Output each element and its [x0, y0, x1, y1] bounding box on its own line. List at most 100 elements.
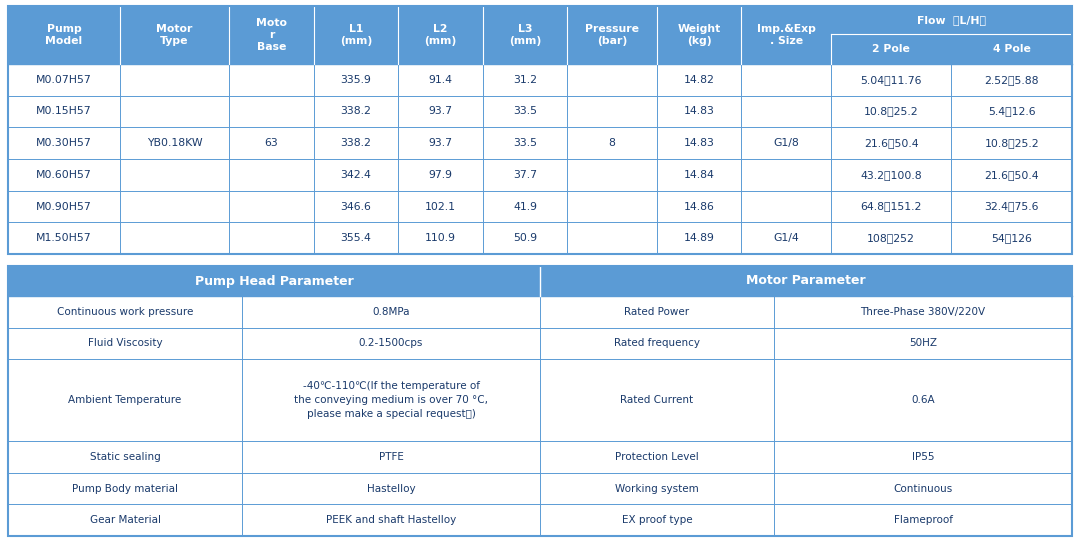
Text: M0.07H57: M0.07H57	[36, 75, 92, 85]
Text: 2 Pole: 2 Pole	[873, 44, 910, 54]
Text: 14.82: 14.82	[684, 75, 715, 85]
Text: 93.7: 93.7	[429, 138, 453, 148]
Bar	[8, 222, 1072, 254]
Text: Rated Power: Rated Power	[624, 307, 690, 317]
Text: Gear Material: Gear Material	[90, 515, 161, 525]
Text: 32.4～75.6: 32.4～75.6	[985, 201, 1039, 211]
Text: Flameproof: Flameproof	[893, 515, 953, 525]
Text: 0.8MPa: 0.8MPa	[373, 307, 409, 317]
Bar	[8, 6, 1072, 254]
Text: M0.15H57: M0.15H57	[36, 106, 92, 116]
Bar	[8, 159, 1072, 191]
Text: 2.52～5.88: 2.52～5.88	[985, 75, 1039, 85]
Bar	[8, 191, 1072, 222]
Text: Pressure
(bar): Pressure (bar)	[585, 24, 639, 46]
Bar	[8, 266, 1072, 296]
Text: YB0.18KW: YB0.18KW	[147, 138, 202, 148]
Bar	[8, 505, 1072, 536]
Text: Rated frequency: Rated frequency	[615, 339, 700, 348]
Text: 102.1: 102.1	[426, 201, 456, 211]
Text: PTFE: PTFE	[379, 452, 404, 462]
Bar	[8, 296, 1072, 328]
Text: Continuous work pressure: Continuous work pressure	[57, 307, 193, 317]
Text: M0.30H57: M0.30H57	[36, 138, 92, 148]
Text: G1/4: G1/4	[773, 233, 799, 243]
Text: Pump Body material: Pump Body material	[72, 484, 178, 494]
Text: 54～126: 54～126	[991, 233, 1032, 243]
Text: 14.83: 14.83	[684, 106, 715, 116]
Text: 50.9: 50.9	[513, 233, 537, 243]
Text: M0.60H57: M0.60H57	[36, 170, 92, 180]
Text: 108～252: 108～252	[867, 233, 915, 243]
Text: 93.7: 93.7	[429, 106, 453, 116]
Text: Fluid Viscosity: Fluid Viscosity	[87, 339, 162, 348]
Text: Motor
Type: Motor Type	[157, 24, 192, 46]
Text: PEEK and shaft Hastelloy: PEEK and shaft Hastelloy	[326, 515, 456, 525]
Text: 31.2: 31.2	[513, 75, 537, 85]
Bar	[8, 6, 1072, 64]
Text: 14.84: 14.84	[684, 170, 715, 180]
Bar	[8, 359, 1072, 441]
Text: 33.5: 33.5	[513, 138, 537, 148]
Text: Flow  （L/H）: Flow （L/H）	[917, 15, 986, 25]
Text: 21.6～50.4: 21.6～50.4	[864, 138, 918, 148]
Text: M1.50H57: M1.50H57	[36, 233, 92, 243]
Text: Pump
Model: Pump Model	[45, 24, 82, 46]
Text: Weight
(kg): Weight (kg)	[677, 24, 720, 46]
Text: Hastelloy: Hastelloy	[367, 484, 416, 494]
Text: EX proof type: EX proof type	[622, 515, 692, 525]
Text: Rated Current: Rated Current	[621, 395, 693, 405]
Text: 346.6: 346.6	[340, 201, 372, 211]
Text: 43.2～100.8: 43.2～100.8	[861, 170, 922, 180]
Text: 0.2-1500cps: 0.2-1500cps	[359, 339, 423, 348]
Text: Continuous: Continuous	[893, 484, 953, 494]
Text: L2
(mm): L2 (mm)	[424, 24, 457, 46]
Bar	[8, 96, 1072, 127]
Text: 338.2: 338.2	[340, 138, 372, 148]
Bar	[8, 441, 1072, 473]
Text: 355.4: 355.4	[340, 233, 372, 243]
Text: -40℃-110℃(If the temperature of
the conveying medium is over 70 °C,
please make : -40℃-110℃(If the temperature of the conv…	[294, 381, 488, 419]
Text: 37.7: 37.7	[513, 170, 537, 180]
Text: IP55: IP55	[912, 452, 934, 462]
Text: Pump Head Parameter: Pump Head Parameter	[194, 275, 353, 288]
Text: 342.4: 342.4	[340, 170, 372, 180]
Text: 4 Pole: 4 Pole	[993, 44, 1030, 54]
Text: 8: 8	[609, 138, 616, 148]
Text: 338.2: 338.2	[340, 106, 372, 116]
Text: 10.8～25.2: 10.8～25.2	[984, 138, 1039, 148]
Bar	[8, 266, 1072, 536]
Text: 110.9: 110.9	[426, 233, 456, 243]
Text: 14.86: 14.86	[684, 201, 715, 211]
Text: Moto
r
Base: Moto r Base	[256, 18, 287, 52]
Text: G1/8: G1/8	[773, 138, 799, 148]
Text: Ambient Temperature: Ambient Temperature	[68, 395, 181, 405]
Text: Motor Parameter: Motor Parameter	[746, 275, 866, 288]
Text: 21.6～50.4: 21.6～50.4	[984, 170, 1039, 180]
Text: Three-Phase 380V/220V: Three-Phase 380V/220V	[861, 307, 986, 317]
Text: 33.5: 33.5	[513, 106, 537, 116]
Text: Imp.&Exp
. Size: Imp.&Exp . Size	[757, 24, 815, 46]
Text: 5.4～12.6: 5.4～12.6	[988, 106, 1036, 116]
Text: 14.89: 14.89	[684, 233, 715, 243]
Text: 10.8～25.2: 10.8～25.2	[864, 106, 918, 116]
Text: 41.9: 41.9	[513, 201, 537, 211]
Bar	[8, 473, 1072, 505]
Text: L3
(mm): L3 (mm)	[509, 24, 541, 46]
Text: 335.9: 335.9	[340, 75, 372, 85]
Text: 50HZ: 50HZ	[909, 339, 937, 348]
Bar	[8, 64, 1072, 96]
Text: 0.6A: 0.6A	[912, 395, 935, 405]
Text: 97.9: 97.9	[429, 170, 453, 180]
Text: 91.4: 91.4	[429, 75, 453, 85]
Bar	[8, 127, 1072, 159]
Text: 14.83: 14.83	[684, 138, 715, 148]
Bar	[8, 328, 1072, 359]
Text: Working system: Working system	[616, 484, 699, 494]
Text: L1
(mm): L1 (mm)	[340, 24, 373, 46]
Text: 64.8～151.2: 64.8～151.2	[861, 201, 922, 211]
Text: M0.90H57: M0.90H57	[36, 201, 92, 211]
Text: Protection Level: Protection Level	[616, 452, 699, 462]
Text: 5.04～11.76: 5.04～11.76	[861, 75, 922, 85]
Text: 63: 63	[265, 138, 279, 148]
